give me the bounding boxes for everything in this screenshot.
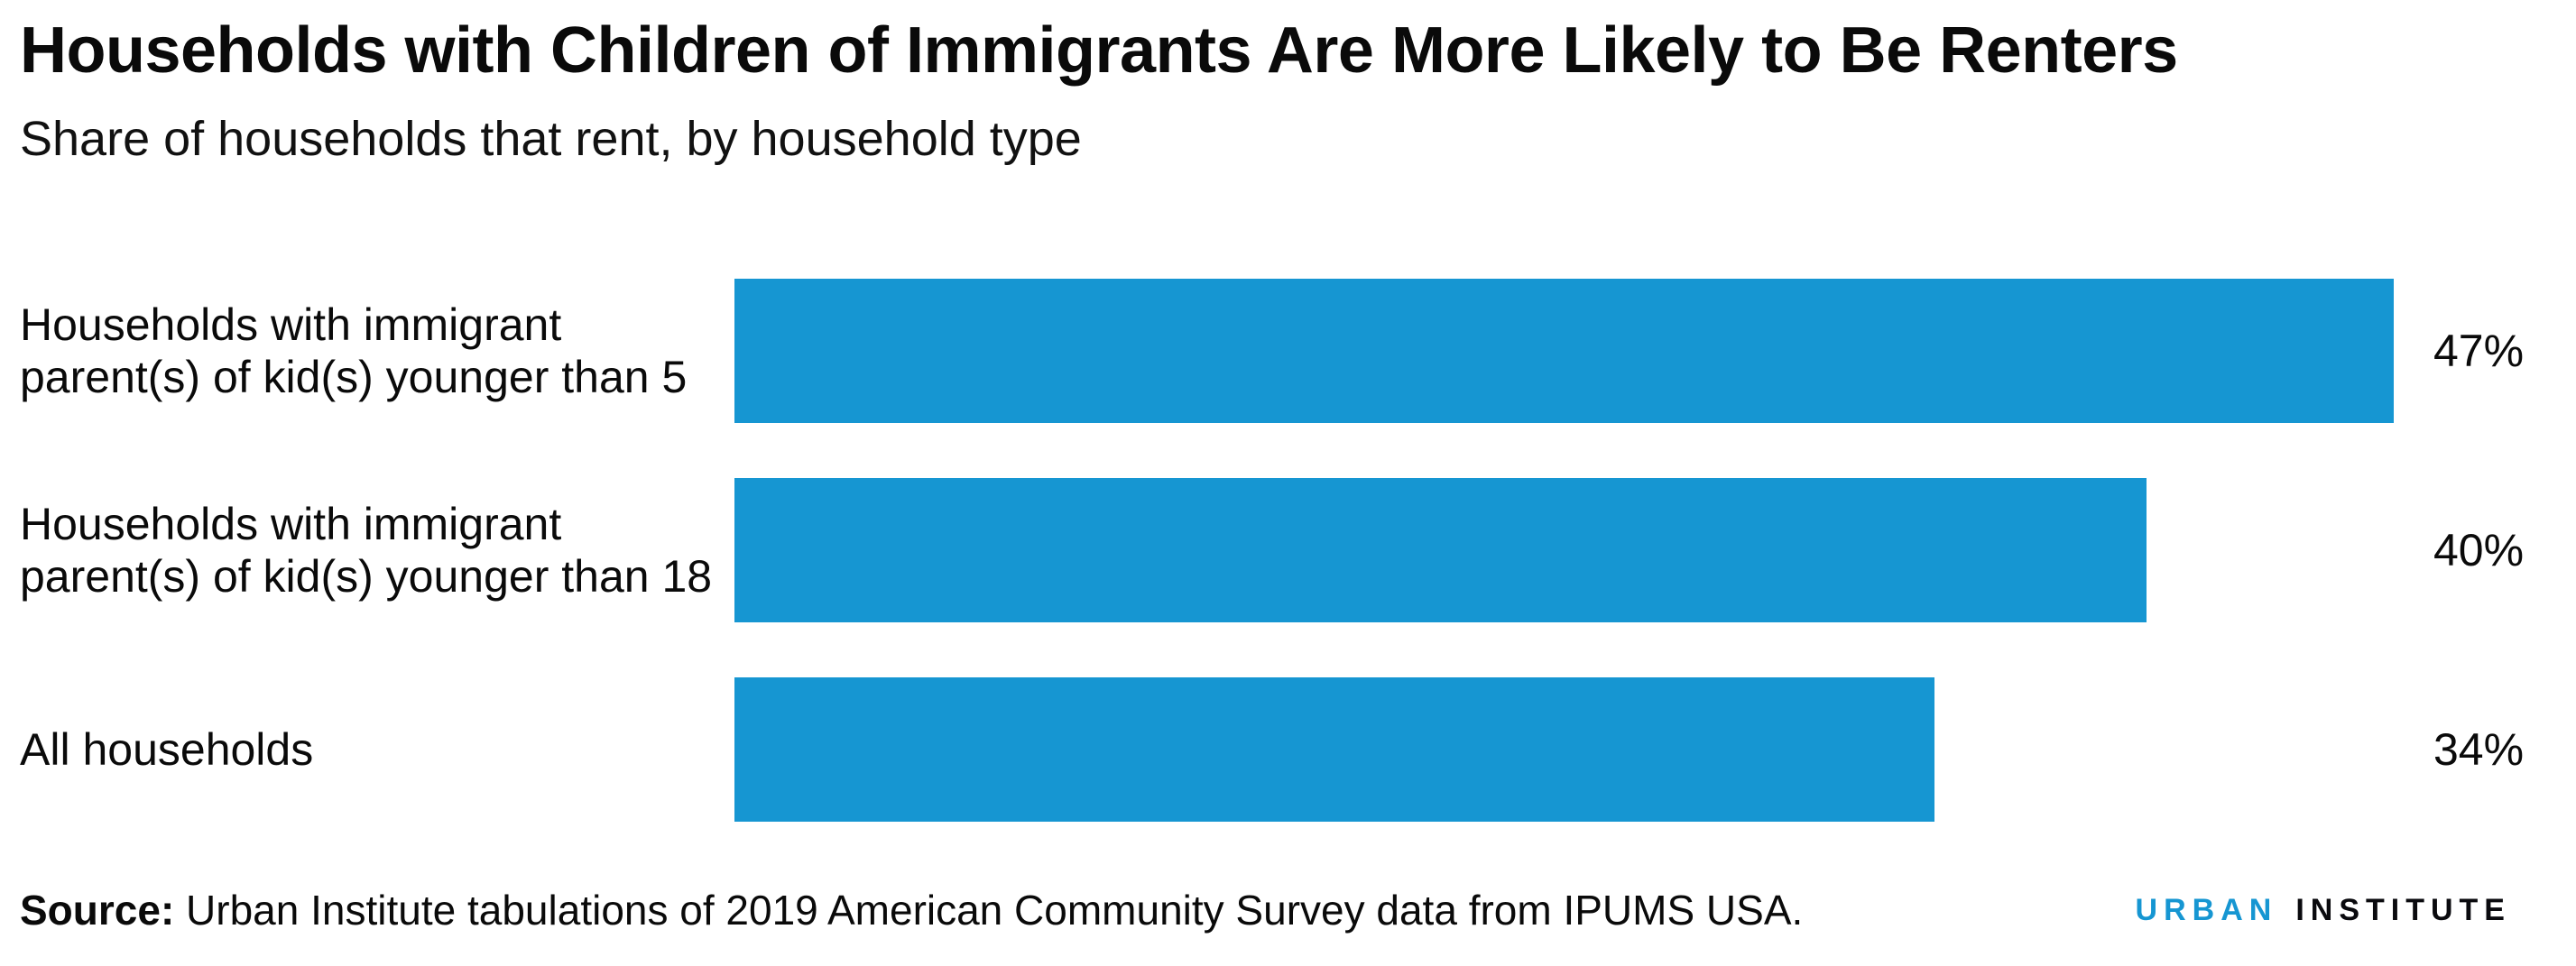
bar xyxy=(734,279,2394,423)
bar-row: All households 34% xyxy=(0,677,2576,822)
bar-track xyxy=(734,677,2394,822)
bar-track xyxy=(734,279,2394,423)
chart-subtitle: Share of households that rent, by househ… xyxy=(20,111,1082,166)
bar xyxy=(734,677,1935,822)
chart-title: Households with Children of Immigrants A… xyxy=(20,14,2178,87)
bar-category-label: Households with immigrant parent(s) of k… xyxy=(20,299,688,403)
bar-category-label: All households xyxy=(20,723,314,775)
logo-word-urban: URBAN xyxy=(2135,893,2278,928)
bar-track xyxy=(734,478,2394,622)
bar xyxy=(734,478,2147,622)
bar-row: Households with immigrant parent(s) of k… xyxy=(0,279,2576,423)
chart-header: Households with Children of Immigrants A… xyxy=(20,14,2556,166)
bar-value-label: 34% xyxy=(2433,724,2525,775)
bar-chart: Households with immigrant parent(s) of k… xyxy=(0,279,2576,822)
bar-category-label: Households with immigrant parent(s) of k… xyxy=(20,498,713,603)
bar-value-label: 40% xyxy=(2433,525,2525,575)
chart-footer: Source: Urban Institute tabulations of 2… xyxy=(20,886,2511,935)
logo-word-institute: INSTITUTE xyxy=(2295,893,2511,928)
urban-institute-logo: URBAN INSTITUTE xyxy=(2136,893,2511,928)
bar-row: Households with immigrant parent(s) of k… xyxy=(0,478,2576,622)
source-text: Urban Institute tabulations of 2019 Amer… xyxy=(174,887,1804,934)
source-note: Source: Urban Institute tabulations of 2… xyxy=(20,886,1803,935)
bar-value-label: 47% xyxy=(2433,326,2525,376)
source-label: Source: xyxy=(20,887,175,934)
